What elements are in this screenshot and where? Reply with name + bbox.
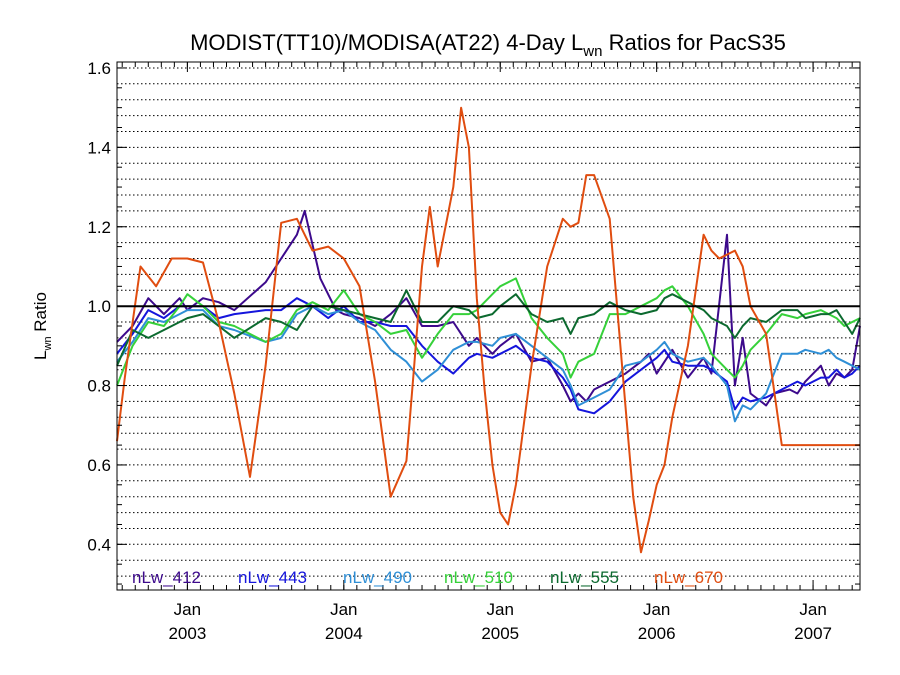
x-tick-label-year: 2006 xyxy=(638,624,676,643)
chart-title-tail: Ratios for PacS35 xyxy=(602,30,785,55)
legend-item-nlw-490: nLw_490 xyxy=(343,568,412,587)
grid-layer xyxy=(117,67,860,577)
x-tick-label-month: Jan xyxy=(174,600,201,619)
y-tick-label: 1.4 xyxy=(87,138,111,157)
chart-title-main: MODIST(TT10)/MODISA(AT22) 4-Day L xyxy=(190,30,583,55)
plot-frame xyxy=(116,61,861,591)
x-tick-label-year: 2003 xyxy=(168,624,206,643)
legend-item-nlw-670: nLw_670 xyxy=(654,568,723,587)
chart-title: MODIST(TT10)/MODISA(AT22) 4-Day Lwn Rati… xyxy=(190,30,786,60)
series-line-nlw-670 xyxy=(116,106,860,554)
x-tick-label-month: Jan xyxy=(643,600,670,619)
y-axis-label-main: L xyxy=(31,351,50,360)
legend-item-nlw-555: nLw_555 xyxy=(550,568,619,587)
x-tick-label-year: 2005 xyxy=(481,624,519,643)
series-line-nlw-443 xyxy=(116,297,861,415)
legend: nLw_412 nLw_443 nLw_490 nLw_510 nLw_555 nLw_6… xyxy=(132,568,723,587)
axis-ticks: 0.4 0.6 0.8 1.0 1.2 1.4 1.6 Jan 2003 Jan 2004 Jan 20… xyxy=(87,59,860,643)
y-tick-label: 1.0 xyxy=(87,297,111,316)
x-tick-label-month: Jan xyxy=(799,600,826,619)
y-tick-label: 0.6 xyxy=(87,456,111,475)
legend-item-nlw-412: nLw_412 xyxy=(132,568,201,587)
legend-item-nlw-510: nLw_510 xyxy=(444,568,513,587)
x-tick-label-year: 2004 xyxy=(325,624,363,643)
y-tick-label: 1.6 xyxy=(87,59,111,78)
series-lines xyxy=(116,106,861,554)
y-tick-label: 1.2 xyxy=(87,218,111,237)
series-line-nlw-412 xyxy=(116,209,861,407)
y-axis-label-tail: Ratio xyxy=(31,292,50,336)
y-tick-label: 0.8 xyxy=(87,377,111,396)
x-tick-label-month: Jan xyxy=(330,600,357,619)
x-tick-label-month: Jan xyxy=(487,600,514,619)
y-axis-label: Lwn Ratio xyxy=(31,292,54,360)
chart-title-subscript: wn xyxy=(582,43,602,60)
legend-item-nlw-443: nLw_443 xyxy=(238,568,307,587)
y-tick-label: 0.4 xyxy=(87,535,111,554)
x-tick-label-year: 2007 xyxy=(794,624,832,643)
y-axis-label-subscript: wn xyxy=(42,336,54,351)
